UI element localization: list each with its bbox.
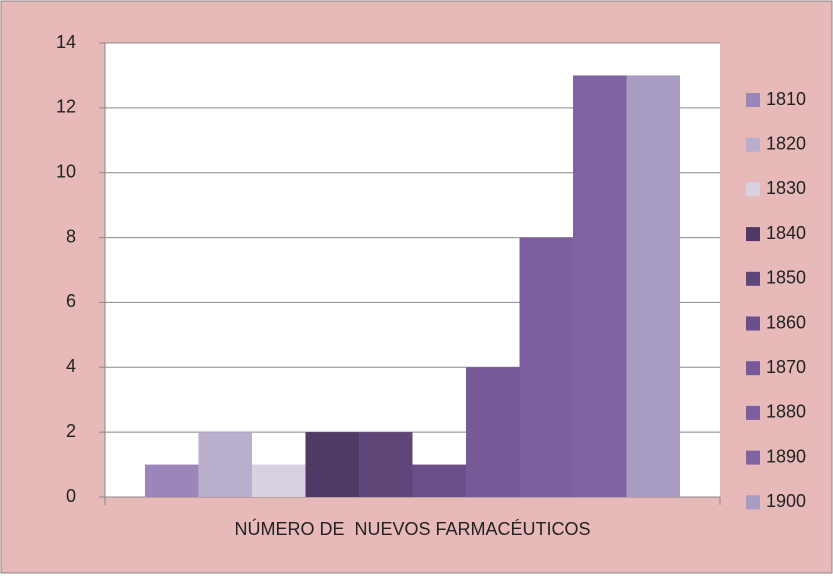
bar — [626, 75, 681, 497]
legend-label: 1880 — [766, 402, 806, 422]
y-tick-label: 0 — [66, 486, 76, 506]
legend-swatch — [746, 137, 760, 152]
legend-swatch — [746, 271, 760, 286]
legend-label: 1810 — [766, 89, 806, 109]
legend-swatch — [746, 182, 760, 197]
y-tick-label: 14 — [56, 32, 76, 52]
bar — [519, 237, 574, 498]
bar — [198, 432, 252, 497]
legend-label: 1900 — [766, 491, 806, 511]
bar — [251, 464, 306, 497]
legend-swatch — [746, 495, 760, 510]
legend-label: 1830 — [766, 178, 806, 198]
bar — [412, 464, 467, 497]
legend-swatch — [746, 316, 760, 331]
y-tick-label: 2 — [66, 421, 76, 441]
bar — [466, 367, 520, 497]
y-tick-label: 4 — [66, 356, 76, 376]
y-tick-label: 10 — [56, 161, 76, 181]
bar — [358, 432, 413, 497]
legend-swatch — [746, 450, 760, 465]
legend-swatch — [746, 93, 760, 107]
legend-swatch — [746, 405, 760, 420]
legend-label: 1840 — [766, 223, 806, 243]
x-tick-label: NÚMERO DE NUEVOS FARMACÉUTICOS — [234, 518, 590, 539]
bar — [573, 75, 627, 497]
bar — [144, 464, 199, 497]
legend-label: 1890 — [766, 446, 806, 466]
legend-label: 1820 — [766, 133, 806, 153]
legend-label: 1850 — [766, 268, 806, 288]
bar — [305, 432, 359, 497]
legend-label: 1870 — [766, 357, 806, 377]
y-tick-label: 12 — [56, 97, 76, 117]
legend-label: 1860 — [766, 312, 806, 332]
legend-swatch — [746, 227, 760, 242]
y-tick-label: 6 — [66, 291, 76, 311]
y-tick-label: 8 — [66, 226, 76, 246]
legend-swatch — [746, 361, 760, 376]
